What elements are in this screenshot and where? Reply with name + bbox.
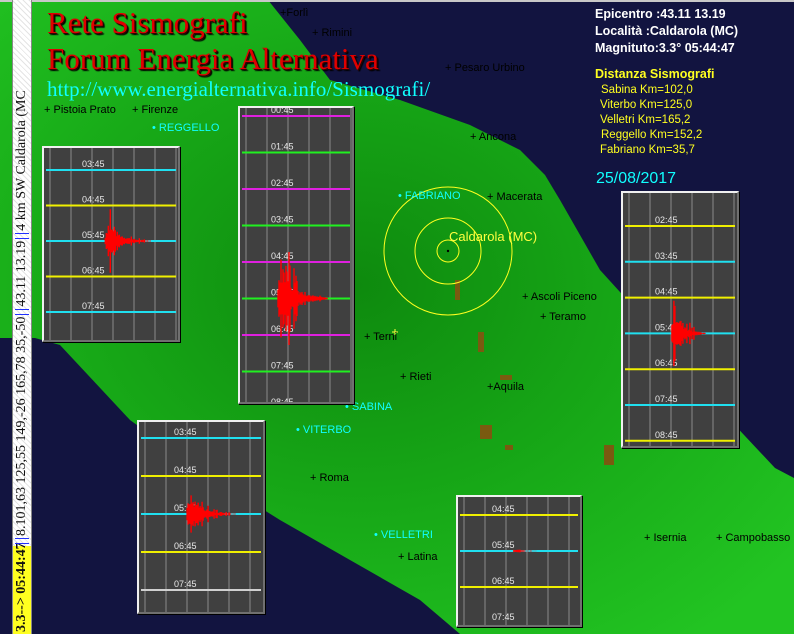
window-border <box>0 0 794 2</box>
distance-item: Velletri Km=165,2 <box>600 114 691 126</box>
seismogram: 04:45 05:45 06:45 07:45 <box>460 497 578 625</box>
city-label: + Roma <box>310 472 349 484</box>
distances-title: Distanza Sismografi <box>595 67 715 81</box>
time-label: 07:45 <box>174 579 197 589</box>
station-velletri[interactable]: • VELLETRI <box>374 529 433 541</box>
seismogram: 03:45 04:45 05:45 06:45 07:45 <box>141 422 261 612</box>
seismogram: 00:4501:4502:4503:4504:4505:4506:4507:45… <box>242 108 352 402</box>
seismic-signal <box>671 300 706 367</box>
time-label: 04:45 <box>82 195 105 205</box>
event-ticker: 3.3--> 05:44:47 8.101,63 125,55 149,-26 … <box>12 0 32 634</box>
seismograph-panel-sabina[interactable]: 02:45 03:45 04:45 05:45 06:45 07:45 08:45 <box>621 191 739 448</box>
station-label: SABINA <box>351 401 393 413</box>
distance-item: Fabriano Km=35,7 <box>600 144 695 156</box>
city-label: +Forlì <box>280 7 309 19</box>
event-date: 25/08/2017 <box>596 170 677 187</box>
ticker-place: 4 km SW Caldarola (MC <box>14 90 29 231</box>
station-label: VELLETRI <box>380 529 433 541</box>
epicenter-dot <box>446 249 450 253</box>
time-label: 07:45 <box>271 361 294 371</box>
city-label: + Macerata <box>487 191 543 203</box>
time-label: 03:45 <box>655 251 678 261</box>
time-label: 04:45 <box>655 287 678 297</box>
seismogram: 02:45 03:45 04:45 05:45 06:45 07:45 08:45 <box>625 193 735 446</box>
city-label: + Terni <box>364 331 398 343</box>
seismogram: 03:45 04:45 05:45 06:45 07:45 <box>46 148 177 340</box>
time-label: 05:45 <box>174 503 197 513</box>
time-label: 04:45 <box>492 504 515 514</box>
mountain-peaks <box>455 280 614 465</box>
city-label: + Latina <box>398 551 438 563</box>
city-label: + Pesaro Urbino <box>445 62 525 74</box>
city-label: + Ancona <box>470 131 517 143</box>
seismograph-panel-reggello[interactable]: 03:45 04:45 05:45 06:45 07:45 <box>42 146 180 342</box>
magnitude-info: Magnituto:3.3° 05:44:47 <box>595 41 735 55</box>
ticker-distances: 8.101,63 125,55 149,-26 165,78 35,-50 <box>14 316 29 536</box>
station-viterbo[interactable]: • VITERBO <box>296 424 352 436</box>
station-fabriano[interactable]: • FABRIANO <box>398 190 461 202</box>
time-label: 07:45 <box>492 612 515 622</box>
seismic-signal <box>186 495 236 533</box>
time-label: 00:45 <box>271 108 294 115</box>
time-label: 06:45 <box>82 266 105 276</box>
station-label: REGGELLO <box>158 122 220 134</box>
station-label: VITERBO <box>302 424 352 436</box>
time-label: 03:45 <box>174 427 197 437</box>
station-label: FABRIANO <box>404 190 461 202</box>
time-label: 04:45 <box>174 465 197 475</box>
seismic-signal <box>104 209 151 273</box>
time-label: 01:45 <box>271 142 294 152</box>
ticker-coords: 43.11 13.19 <box>14 240 29 307</box>
city-label: + Teramo <box>540 311 586 323</box>
time-label: 08:45 <box>655 430 678 440</box>
distance-item: Reggello Km=152,2 <box>601 129 703 141</box>
station-sabina[interactable]: • SABINA <box>345 401 393 413</box>
station-reggello[interactable]: • REGGELLO <box>152 122 220 134</box>
time-label: 02:45 <box>271 178 294 188</box>
distance-item: Viterbo Km=125,0 <box>600 99 693 111</box>
time-label: 05:45 <box>82 230 105 240</box>
city-label: + Pistoia Prato <box>44 104 116 116</box>
time-label: 05:45 <box>492 540 515 550</box>
time-label: 06:45 <box>655 358 678 368</box>
separator <box>15 232 29 239</box>
city-label: + Campobasso <box>716 532 791 544</box>
city-label: + Rimini <box>312 27 353 39</box>
ticker-magnitude: 3.3--> 05:44:47 <box>13 542 31 634</box>
epicenter-info: Epicentro :43.11 13.19 <box>595 7 726 21</box>
time-label: 06:45 <box>174 541 197 551</box>
seismograph-panel-fabriano[interactable]: 00:45 01:45 02:45 03:45 04:45 05:45 06:45 07:45… <box>238 106 354 404</box>
title-line-2: Forum Energia Alternativa <box>47 41 379 76</box>
seismograph-panel-viterbo[interactable]: 03:45 04:45 05:45 06:45 07:45 <box>137 420 265 614</box>
time-label: 02:45 <box>655 215 678 225</box>
city-label: +Aquila <box>487 381 525 393</box>
time-label: 05:45 <box>655 322 678 332</box>
city-label: + Isernia <box>644 532 687 544</box>
title-line-1: Rete Sismografi <box>47 5 248 40</box>
time-label: 08:45 <box>271 397 294 402</box>
cross-marker <box>392 329 398 335</box>
seismograph-panel-velletri[interactable]: 04:45 05:45 06:45 07:45 <box>456 495 582 627</box>
separator <box>15 308 29 315</box>
seismic-signal <box>513 549 537 553</box>
time-label: 06:45 <box>271 324 294 334</box>
separator <box>15 538 29 544</box>
seismic-signal <box>277 252 328 345</box>
time-label: 03:45 <box>271 215 294 225</box>
time-label: 04:45 <box>271 251 294 261</box>
city-label: + Rieti <box>400 371 432 383</box>
distance-item: Sabina Km=102,0 <box>601 84 693 96</box>
city-label: + Ascoli Piceno <box>522 291 597 303</box>
distance-circles <box>383 186 513 316</box>
time-label: 03:45 <box>82 159 105 169</box>
epicenter-label: Caldarola (MC) <box>449 229 538 244</box>
time-label: 07:45 <box>655 394 678 404</box>
city-label: + Firenze <box>132 104 179 116</box>
time-label: 06:45 <box>492 576 515 586</box>
time-label: 07:45 <box>82 301 105 311</box>
location-info: Località :Caldarola (MC) <box>595 24 739 38</box>
site-url-link[interactable]: http://www.energialternativa.info/Sismog… <box>47 77 431 101</box>
